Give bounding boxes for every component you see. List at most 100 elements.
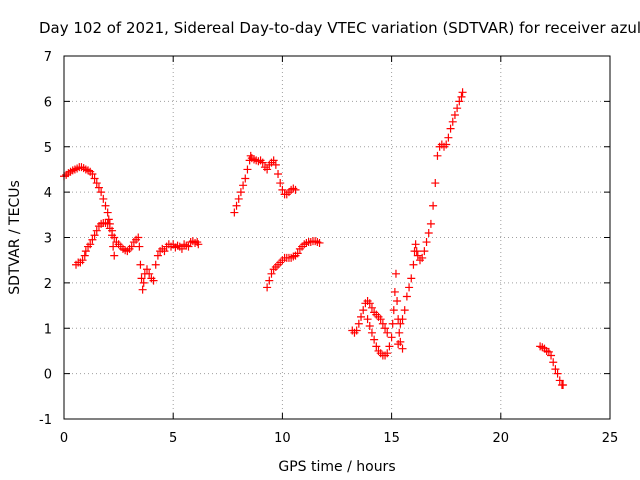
data-point xyxy=(136,260,145,269)
data-point xyxy=(448,117,457,126)
data-point xyxy=(396,337,405,346)
y-tick-label: 5 xyxy=(44,141,52,156)
data-point xyxy=(88,169,97,178)
y-tick-label: 1 xyxy=(44,322,52,337)
data-point xyxy=(547,351,556,360)
data-point xyxy=(86,240,95,249)
data-point xyxy=(388,319,397,328)
data-point xyxy=(398,315,407,324)
data-point xyxy=(395,328,404,337)
data-point xyxy=(402,292,411,301)
data-point xyxy=(263,165,272,174)
y-axis-label: SDTVAR / TECUs xyxy=(7,180,23,295)
data-point xyxy=(365,299,374,308)
data-point xyxy=(239,181,248,190)
data-point xyxy=(458,88,467,97)
data-point xyxy=(352,326,361,335)
data-point xyxy=(177,244,186,253)
data-point xyxy=(450,110,459,119)
data-point xyxy=(446,124,455,133)
data-point xyxy=(367,303,376,312)
data-point xyxy=(135,242,144,251)
axis-ticks: 0 5 10 15 20 25 -1 0 1 2 3 4 5 6 7 xyxy=(39,50,618,446)
data-point xyxy=(99,194,108,203)
data-point xyxy=(376,315,385,324)
data-point xyxy=(232,201,241,210)
series-4 xyxy=(263,237,324,292)
data-point xyxy=(81,247,90,256)
x-tick-label: 0 xyxy=(60,431,68,446)
data-point xyxy=(453,104,462,113)
data-point xyxy=(420,247,429,256)
data-point xyxy=(142,265,151,274)
data-point xyxy=(363,315,372,324)
data-point xyxy=(145,269,154,278)
grid-lines xyxy=(64,56,610,419)
data-point xyxy=(80,251,89,260)
data-point xyxy=(370,335,379,344)
data-point xyxy=(92,179,101,188)
data-point xyxy=(389,306,398,315)
data-point xyxy=(278,185,287,194)
data-point xyxy=(90,231,99,240)
data-point xyxy=(378,319,387,328)
series-3 xyxy=(230,151,300,217)
data-point xyxy=(134,233,143,242)
data-point xyxy=(184,242,193,251)
data-point xyxy=(385,342,394,351)
data-point xyxy=(426,219,435,228)
data-point xyxy=(243,165,252,174)
data-point xyxy=(442,140,451,149)
data-point xyxy=(365,321,374,330)
data-point xyxy=(127,242,136,251)
data-point xyxy=(293,249,302,258)
data-point xyxy=(90,174,99,183)
data-point xyxy=(315,238,324,247)
y-tick-label: -1 xyxy=(39,413,52,428)
data-point xyxy=(271,160,280,169)
data-point xyxy=(78,256,87,265)
data-point xyxy=(88,235,97,244)
data-point xyxy=(555,376,564,385)
y-tick-label: 4 xyxy=(44,186,52,201)
x-tick-label: 10 xyxy=(274,431,291,446)
data-point xyxy=(97,188,106,197)
data-point xyxy=(160,247,169,256)
data-point xyxy=(359,306,368,315)
series-6 xyxy=(363,88,467,360)
y-tick-label: 0 xyxy=(44,368,52,383)
data-point xyxy=(433,151,442,160)
data-point xyxy=(383,328,392,337)
data-point xyxy=(391,269,400,278)
data-point xyxy=(372,342,381,351)
data-point xyxy=(357,312,366,321)
data-point xyxy=(431,179,440,188)
data-series xyxy=(60,88,568,389)
y-tick-label: 7 xyxy=(44,50,52,65)
data-point xyxy=(149,276,158,285)
y-tick-label: 2 xyxy=(44,277,52,292)
data-point xyxy=(407,274,416,283)
data-point xyxy=(267,269,276,278)
data-point xyxy=(194,240,203,249)
data-point xyxy=(405,283,414,292)
data-point xyxy=(92,226,101,235)
data-point xyxy=(234,194,243,203)
data-point xyxy=(276,179,285,188)
data-point xyxy=(269,156,278,165)
data-point xyxy=(103,208,112,217)
data-point xyxy=(444,133,453,142)
data-point xyxy=(241,174,250,183)
data-point xyxy=(396,319,405,328)
x-tick-label: 20 xyxy=(493,431,510,446)
data-point xyxy=(110,251,119,260)
y-tick-label: 3 xyxy=(44,232,52,247)
data-point xyxy=(236,188,245,197)
chart-title: Day 102 of 2021, Sidereal Day-to-day VTE… xyxy=(39,19,640,37)
data-point xyxy=(549,358,558,367)
data-point xyxy=(258,158,267,167)
data-point xyxy=(413,251,422,260)
x-axis-label: GPS time / hours xyxy=(278,459,395,475)
data-point xyxy=(153,251,162,260)
